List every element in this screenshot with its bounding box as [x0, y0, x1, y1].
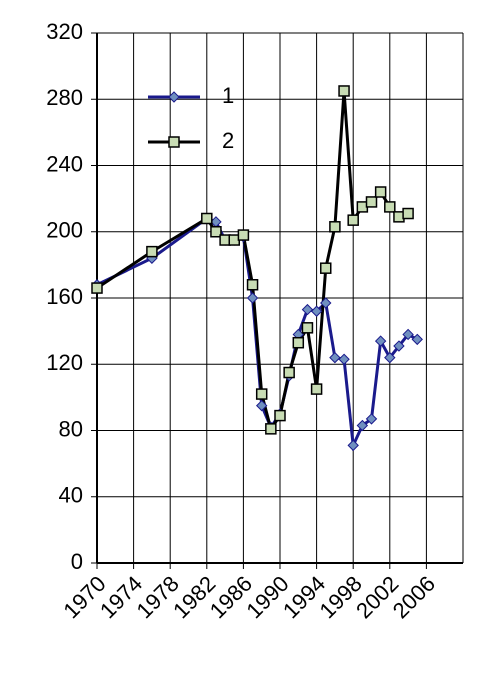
data-point — [347, 439, 359, 452]
data-point — [237, 229, 250, 241]
y-tick-label: 120 — [46, 350, 83, 375]
data-point — [374, 335, 387, 347]
y-tick-label: 200 — [46, 218, 83, 243]
y-tick-label: 0 — [71, 549, 83, 574]
series-line — [96, 90, 409, 433]
data-point — [320, 297, 332, 309]
data-point — [301, 322, 314, 334]
data-point — [411, 333, 423, 346]
data-point — [320, 262, 332, 274]
data-point — [384, 201, 396, 213]
data-point — [246, 292, 259, 304]
data-point — [255, 388, 268, 400]
y-tick-label: 320 — [46, 19, 83, 44]
data-point — [201, 212, 213, 225]
data-point — [283, 366, 295, 379]
y-tick-label: 280 — [46, 85, 83, 110]
data-point — [365, 413, 378, 425]
legend-label: 2 — [222, 128, 234, 153]
data-point — [255, 399, 268, 412]
data-point — [384, 351, 396, 364]
legend-label: 1 — [222, 83, 234, 108]
data-point — [310, 383, 323, 395]
data-point — [402, 207, 414, 220]
data-point — [329, 351, 341, 364]
y-tick-label: 40 — [59, 483, 83, 508]
data-point — [347, 214, 359, 226]
data-point — [146, 245, 158, 258]
data-point — [210, 226, 222, 238]
y-tick-label: 160 — [46, 284, 83, 309]
data-point — [338, 85, 350, 97]
data-point — [329, 221, 341, 233]
data-point — [301, 303, 314, 316]
data-point — [402, 328, 414, 341]
data-point — [356, 419, 369, 432]
data-point — [393, 340, 405, 352]
legend-marker — [168, 91, 180, 103]
legend-marker — [168, 136, 180, 148]
data-point — [310, 305, 323, 317]
data-point — [91, 282, 103, 294]
data-point — [374, 186, 387, 198]
y-tick-label: 240 — [46, 151, 83, 176]
data-point — [274, 409, 286, 422]
y-tick-label: 80 — [59, 416, 83, 441]
data-point — [365, 196, 378, 208]
data-point — [246, 279, 259, 291]
data-point — [292, 336, 305, 349]
data-point — [265, 423, 277, 435]
x-tick-label: 2006 — [388, 571, 440, 623]
data-point — [338, 353, 350, 365]
